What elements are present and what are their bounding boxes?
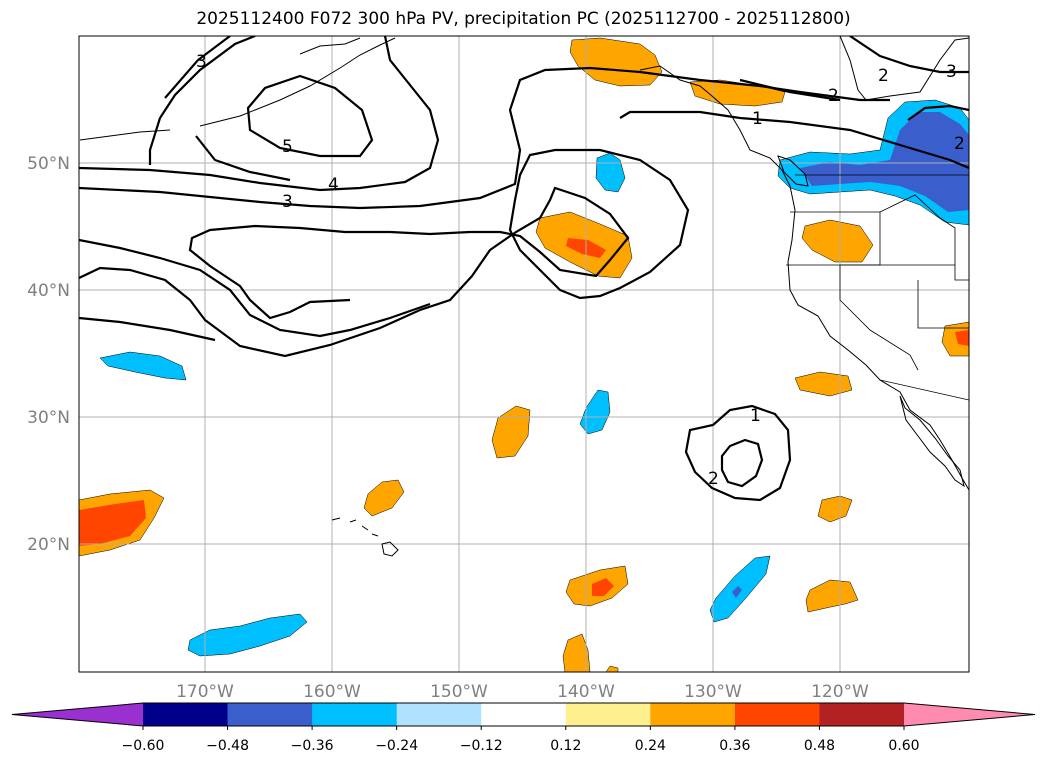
- colorbar-tick-label: 0.12: [550, 738, 581, 754]
- colorbar-extend-min: [12, 703, 143, 726]
- borders: [786, 174, 969, 401]
- contour-label: 2: [708, 469, 719, 489]
- contour-label: 2: [954, 134, 965, 154]
- colorbar-bin: [650, 703, 736, 726]
- precip-positive-area: [562, 633, 591, 672]
- precip-negative-area: [187, 613, 308, 657]
- contour-label: 2: [828, 86, 839, 106]
- contour-3-topleft: [148, 36, 231, 165]
- contour-label: 2: [878, 66, 889, 86]
- precip-positive-area: [955, 330, 969, 346]
- colorbar-extend-max: [904, 703, 1035, 726]
- contour-label: 3: [282, 192, 293, 212]
- colorbar-tick-label: −0.48: [206, 738, 249, 754]
- precip-negative-area: [732, 586, 742, 598]
- contour-2: [79, 186, 630, 358]
- lon-label-120w: 120°W: [811, 682, 869, 702]
- lon-label-170w: 170°W: [176, 682, 234, 702]
- colorbar-tick-label: −0.60: [122, 738, 165, 754]
- contour-4b: [195, 135, 291, 182]
- lat-label-30n: 30°N: [27, 408, 70, 428]
- contour-3: [79, 66, 890, 210]
- contour-label: 4: [328, 175, 339, 195]
- precip-positive-area: [605, 665, 619, 672]
- colorbar-bin: [565, 703, 651, 726]
- lon-label-160w: 160°W: [303, 682, 361, 702]
- colorbar-bin: [227, 703, 313, 726]
- precip-negative-area: [800, 112, 969, 212]
- contour-1-south: [684, 404, 792, 502]
- colorbar-bin: [734, 703, 820, 726]
- colorbar-bin: [481, 703, 567, 726]
- contour-2-south: [720, 438, 764, 488]
- precip-negative-area: [99, 351, 187, 381]
- precip-positive-area: [794, 371, 853, 397]
- lon-label-150w: 150°W: [430, 682, 488, 702]
- map-title: 2025112400 F072 300 hPa PV, precipitatio…: [196, 9, 851, 29]
- contour-2-ne: [739, 78, 841, 102]
- coastlines: [79, 36, 969, 557]
- precip-positive-area: [363, 479, 405, 517]
- contour-1: [79, 238, 431, 338]
- graticule: [79, 36, 969, 672]
- lat-label-50n: 50°N: [27, 154, 70, 174]
- colorbar-tick-label: 0.24: [635, 738, 666, 754]
- precip-positive-area: [491, 405, 531, 459]
- lat-label-40n: 40°N: [27, 281, 70, 301]
- pv-contours: [79, 36, 969, 502]
- latitude-labels: 50°N 40°N 30°N 20°N: [27, 154, 70, 555]
- colorbar-tick-label: −0.24: [375, 738, 418, 754]
- colorbar-bin: [143, 703, 229, 726]
- precip-positive-area: [569, 37, 663, 87]
- contour-2-east: [907, 104, 969, 121]
- contour-3-topleft: [159, 36, 256, 119]
- contour-label: 3: [946, 62, 957, 82]
- lat-label-20n: 20°N: [27, 535, 70, 555]
- colorbar-tick-label: 0.60: [888, 738, 919, 754]
- colorbar-bin: [819, 703, 905, 726]
- colorbar-bin: [396, 703, 482, 726]
- colorbar: −0.60 −0.48 −0.36 −0.24 −0.12 0.12 0.24 0.36 0.4…: [11, 702, 1036, 754]
- contour-label: 5: [282, 137, 293, 157]
- map-frame: [78, 35, 970, 673]
- lon-label-140w: 140°W: [557, 682, 615, 702]
- contour-1-north: [508, 110, 969, 300]
- contour-labels: 3 5 4 3 1 2 2 3 2 1 2: [196, 52, 965, 489]
- contour-5: [246, 74, 374, 158]
- precip-negative-area: [579, 389, 611, 435]
- precip-positive-area: [805, 579, 859, 613]
- colorbar-tick-label: 0.36: [719, 738, 750, 754]
- colorbar-tick-label: 0.48: [804, 738, 835, 754]
- longitude-labels: 170°W 160°W 150°W 140°W 130°W 120°W: [176, 682, 869, 702]
- precip-positive-area: [941, 321, 969, 357]
- precip-positive-area: [592, 578, 614, 596]
- precip-positive-area: [79, 500, 146, 546]
- contour-label: 3: [196, 52, 207, 72]
- contour-label: 1: [752, 109, 763, 129]
- lon-label-130w: 130°W: [684, 682, 742, 702]
- contour-4: [79, 36, 440, 192]
- map-panel: [79, 36, 969, 672]
- colorbar-tick-label: −0.36: [291, 738, 334, 754]
- colorbar-bin: [312, 703, 398, 726]
- contour-label: 1: [750, 406, 761, 426]
- colorbar-tick-label: −0.12: [460, 738, 503, 754]
- contour-3-ne: [849, 36, 969, 74]
